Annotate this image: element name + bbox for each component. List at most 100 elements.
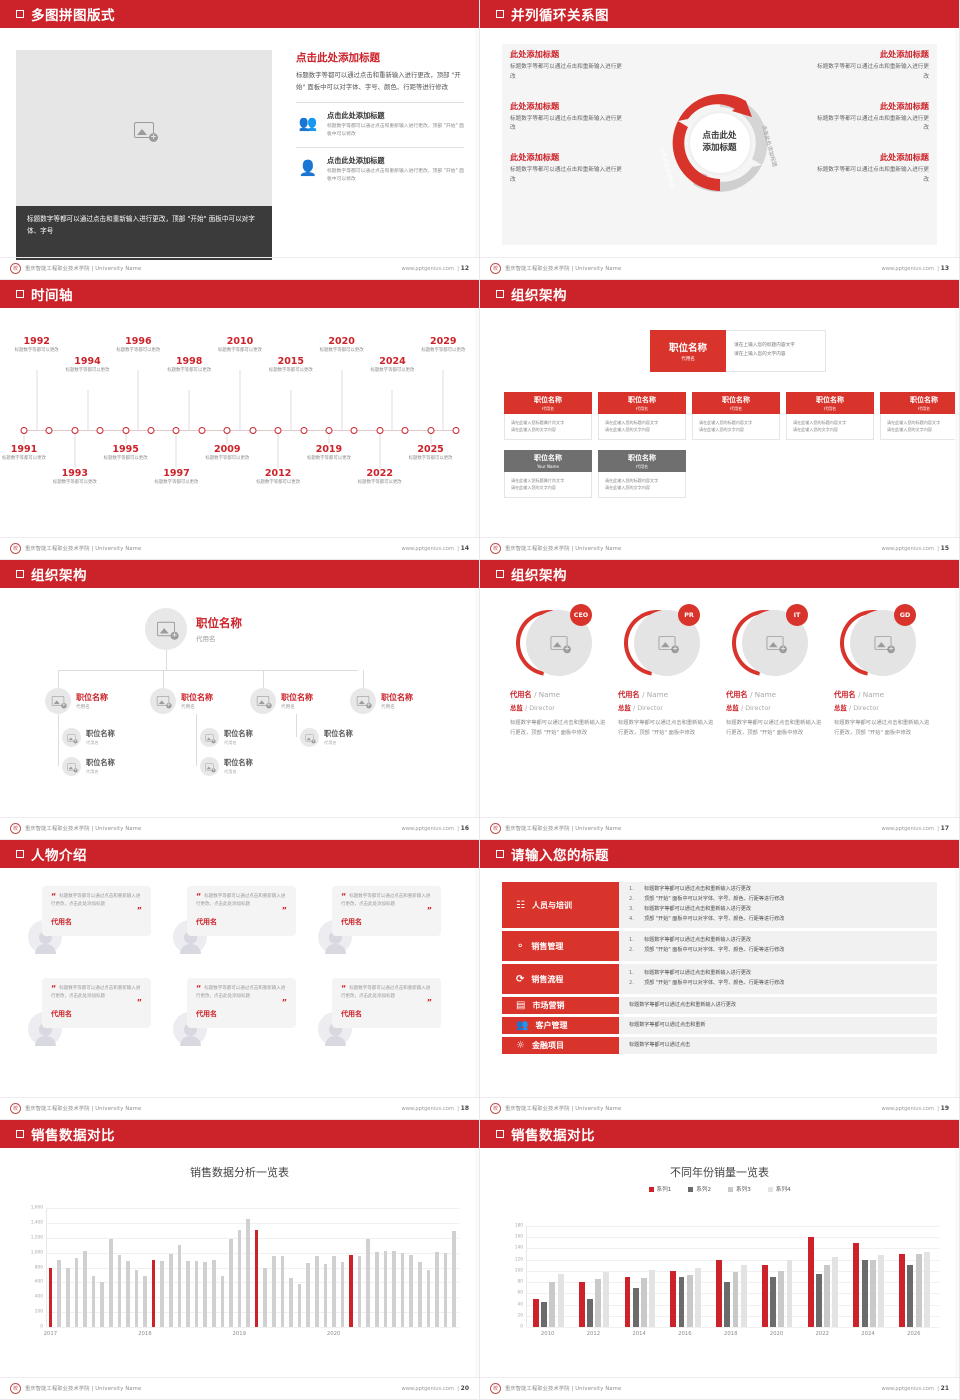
slide-thumbnail[interactable]: 时间轴 1992 标题数字等都可以更改 1994 标题数字等都可以更改 1996… — [0, 280, 480, 560]
org-root-node[interactable]: 职位名称 代用名 — [145, 608, 242, 650]
topic-tab[interactable]: ⚬ 销售管理 — [502, 931, 619, 961]
person-card[interactable]: IT 代用名 / Name 总监 / Director 标题数字等都可以通过点击… — [719, 597, 826, 739]
bar[interactable] — [323, 1263, 328, 1327]
timeline-item-above[interactable]: 2020 标题数字等都可以更改 — [313, 336, 371, 355]
bar[interactable] — [366, 1238, 371, 1327]
person-card[interactable]: PR 代用名 / Name 总监 / Director 标题数字等都可以通过点击… — [611, 597, 718, 739]
bar[interactable] — [853, 1242, 860, 1327]
org-card[interactable]: 职位名称 代用名 请在此输入您的标题内容文字 请在此输入您的文字内容 — [786, 392, 874, 440]
bar[interactable] — [595, 1279, 602, 1327]
topic-row[interactable]: ☼ 金融项目 标题数字等都可以通过点击 — [502, 1037, 937, 1054]
bar[interactable] — [220, 1275, 225, 1327]
bar[interactable] — [443, 1253, 448, 1327]
bar[interactable] — [229, 1238, 233, 1327]
bar[interactable] — [203, 1261, 207, 1327]
slide-thumbnail[interactable]: 组织架构 CEO 代用名 / Name 总监 / Director 标题数字等都… — [480, 560, 960, 840]
bar[interactable] — [557, 1273, 564, 1327]
bar[interactable] — [169, 1254, 173, 1327]
person-card[interactable]: CEO 代用名 / Name 总监 / Director 标题数字等都可以通过点… — [503, 597, 610, 739]
org-card[interactable]: 职位名称 Your Name 请在此输入您标题属片肖文字 请在此输入您的文字内容 — [504, 450, 592, 498]
bar[interactable] — [143, 1275, 147, 1327]
bar[interactable] — [761, 1265, 768, 1327]
cycle-text-block[interactable]: 此处添加标题 标题数字等都可以通过点击和重新输入进行更改 — [817, 48, 929, 83]
timeline-dot[interactable] — [452, 427, 460, 434]
timeline-item-above[interactable]: 2024 标题数字等都可以更改 — [363, 356, 421, 375]
topic-tab[interactable]: ☷ 人员与培训 — [502, 882, 619, 928]
timeline-item-below[interactable]: 2012 标题数字等都可以更改 — [249, 468, 307, 487]
bar[interactable] — [923, 1251, 930, 1327]
bar[interactable] — [878, 1255, 885, 1327]
bar[interactable] — [237, 1230, 242, 1327]
topic-tab[interactable]: ⟳ 销售流程 — [502, 964, 619, 994]
bar[interactable] — [383, 1251, 388, 1327]
slide-thumbnail[interactable]: 销售数据对比 销售数据分析一览表 0 200 400 600 800 1,000… — [0, 1120, 480, 1400]
timeline-item-above[interactable]: 2029 标题数字等都可以更改 — [414, 336, 472, 355]
topic-row[interactable]: ⚬ 销售管理 1. 标题数字等都可以通过点击和重新输入进行更改 2. 顶部 "开始" … — [502, 931, 937, 961]
bar[interactable] — [151, 1260, 156, 1327]
org-node-level3[interactable]: 职位名称 代用名 — [300, 728, 353, 747]
slide-thumbnail[interactable]: 请输入您的标题 ☷ 人员与培训 1. 标题数字等都可以通过点击和重新输入进行更改 2… — [480, 840, 960, 1120]
image-placeholder[interactable] — [16, 50, 272, 210]
bar[interactable] — [678, 1276, 685, 1327]
bar[interactable] — [108, 1238, 113, 1327]
bar[interactable] — [807, 1237, 814, 1327]
org-node-level2[interactable]: 职位名称 代用名 — [350, 688, 413, 714]
slide-thumbnail[interactable]: 组织架构 职位名称 代用名 请在上输入您的标题内容文字 请在上输入您的文字内容 … — [480, 280, 960, 560]
org-node-level3[interactable]: 职位名称 代用名 — [62, 728, 115, 747]
bar[interactable] — [194, 1260, 199, 1327]
bar[interactable] — [409, 1254, 413, 1327]
bar[interactable] — [254, 1230, 259, 1327]
bar[interactable] — [541, 1301, 548, 1327]
bar[interactable] — [716, 1259, 722, 1327]
bar[interactable] — [586, 1298, 593, 1327]
bar[interactable] — [392, 1251, 396, 1327]
org-card[interactable]: 职位名称 代用名 请在此输入您的标题内容文字 请在此输入您的文字内容 — [598, 450, 686, 498]
bar[interactable] — [246, 1219, 250, 1327]
bar[interactable] — [186, 1260, 190, 1327]
timeline-dot[interactable] — [20, 427, 28, 434]
bar[interactable] — [263, 1267, 268, 1327]
legend-item[interactable]: 系列1 — [648, 1185, 671, 1193]
timeline-item-above[interactable]: 1992 标题数字等都可以更改 — [8, 336, 66, 355]
topic-row[interactable]: 👥 客户管理 标题数字等都可以通过点击和重新 — [502, 1017, 937, 1034]
timeline-item-below[interactable]: 1993 标题数字等都可以更改 — [46, 468, 104, 487]
bar[interactable] — [349, 1254, 353, 1327]
topic-row[interactable]: ⟳ 销售流程 1. 标题数字等都可以通过点击和重新输入进行更改 2. 顶部 "开始" … — [502, 964, 937, 994]
timeline-item-above[interactable]: 2010 标题数字等都可以更改 — [211, 336, 269, 355]
bar[interactable] — [48, 1268, 53, 1327]
person-card[interactable]: GD 代用名 / Name 总监 / Director 标题数字等都可以通过点击… — [827, 597, 934, 739]
org-node-level2[interactable]: 职位名称 代用名 — [150, 688, 213, 714]
topic-tab[interactable]: ▤ 市场营销 — [502, 997, 619, 1014]
bar[interactable] — [549, 1282, 556, 1327]
legend-item[interactable]: 系列2 — [688, 1185, 711, 1193]
topic-tab[interactable]: 👥 客户管理 — [502, 1017, 619, 1034]
slide-thumbnail[interactable]: 多图拼图版式 标题数字等都可以通过点击和重新输入进行更改，顶部 "开始" 面板中… — [0, 0, 480, 280]
org-card[interactable]: 职位名称 代用名 请在此输入您的标题内容文字 请在此输入您的文字内容 — [692, 392, 780, 440]
topic-row[interactable]: ▤ 市场营销 标题数字等都可以通过点击和重新输入进行更改 — [502, 997, 937, 1014]
timeline-dot[interactable] — [300, 427, 308, 434]
bar[interactable] — [400, 1252, 405, 1327]
timeline-dot[interactable] — [45, 427, 53, 434]
timeline-item-above[interactable]: 2015 标题数字等都可以更改 — [262, 356, 320, 375]
bar[interactable] — [375, 1251, 379, 1327]
cycle-text-block[interactable]: 此处添加标题 标题数字等都可以通过点击和重新输入进行更改 — [510, 48, 622, 83]
bar[interactable] — [899, 1254, 906, 1327]
bar[interactable] — [435, 1251, 439, 1327]
bar[interactable] — [603, 1272, 610, 1327]
org-node-level3[interactable]: 职位名称 代用名 — [200, 757, 253, 776]
org-node-level2[interactable]: 职位名称 代用名 — [250, 688, 313, 714]
bar[interactable] — [632, 1287, 639, 1327]
bar[interactable] — [91, 1275, 96, 1327]
org-node-level3[interactable]: 职位名称 代用名 — [200, 728, 253, 747]
bar[interactable] — [695, 1268, 701, 1327]
bar[interactable] — [740, 1265, 747, 1327]
bar[interactable] — [297, 1283, 302, 1327]
bar[interactable] — [289, 1277, 293, 1327]
bar[interactable] — [649, 1269, 656, 1327]
slide-thumbnail[interactable]: 组织架构 职位名称 代用名 职位名称 代用名 职位名称 代用名 职位名称 代用名… — [0, 560, 480, 840]
feature-row[interactable]: 👥 点击此处添加标题 标题数字等都可以通过点击和重新输入进行更改，顶部 "开始"… — [296, 101, 464, 139]
quote-card[interactable]: “ 标题数字等都可以通过点击和重新输入进行更改，点击此处添加标题 ” 代用名 — [318, 978, 441, 1048]
bar[interactable] — [815, 1273, 822, 1327]
bar[interactable] — [83, 1251, 87, 1327]
quote-card[interactable]: “ 标题数字等都可以通过点击和重新输入进行更改，点击此处添加标题 ” 代用名 — [173, 886, 296, 956]
